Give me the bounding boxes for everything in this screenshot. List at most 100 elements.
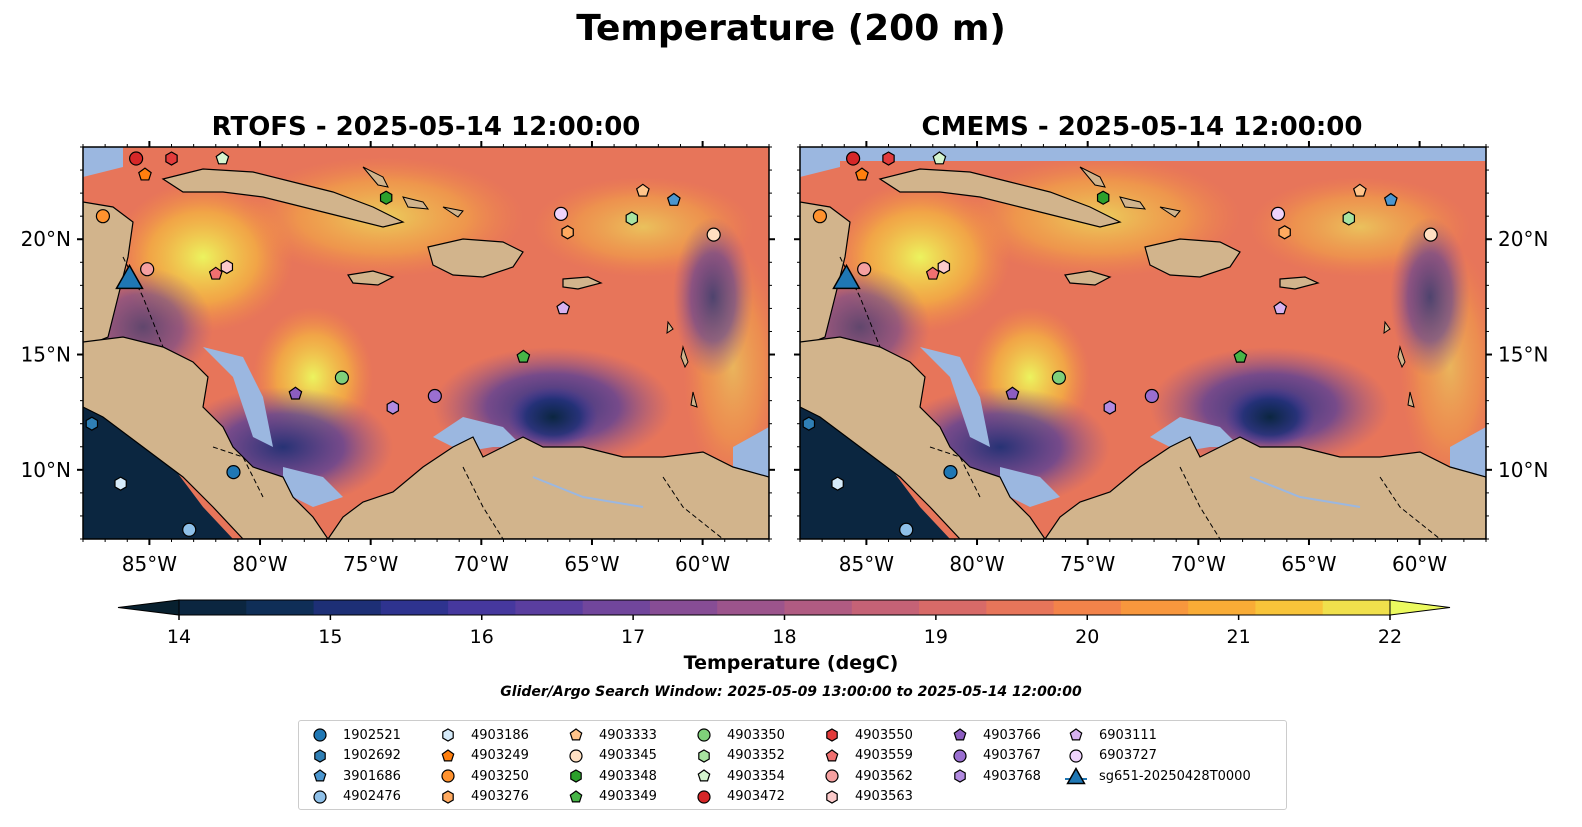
float-marker-4903345 xyxy=(1423,227,1438,242)
hexagon-icon xyxy=(442,728,454,742)
colorbar-extend-low xyxy=(117,599,180,616)
colorbar-segment xyxy=(380,600,449,615)
colorbar-segment xyxy=(448,600,516,615)
glider-marker xyxy=(115,263,144,290)
legend-column: 4903350 4903352 4903354 4903472 xyxy=(693,725,785,807)
colorbar-extend-high xyxy=(1389,599,1451,616)
legend-item: 4903350 xyxy=(693,725,785,746)
legend-marker xyxy=(953,728,967,741)
legend-item: 4903559 xyxy=(821,746,913,767)
float-marker-4903333 xyxy=(1352,183,1367,197)
legend-item: 4903345 xyxy=(565,746,657,767)
legend-label: 4903350 xyxy=(727,727,785,743)
colorbar-label: Temperature (degC) xyxy=(683,652,899,674)
lon-tick-label: 80°W xyxy=(232,552,287,576)
circle-icon xyxy=(697,728,711,742)
float-marker-4903345 xyxy=(706,227,721,242)
legend-column: 4903766 4903767 4903768 xyxy=(949,725,1041,787)
float-marker-4903348 xyxy=(1096,190,1110,205)
float-marker-1902521 xyxy=(226,465,241,480)
legend-marker xyxy=(441,769,455,783)
legend-item: 4903766 xyxy=(949,725,1041,746)
colorbar-segment xyxy=(1255,600,1324,615)
float-marker-6903727 xyxy=(553,206,569,221)
legend-column: 4903550 4903559 4903562 4903563 xyxy=(821,725,913,807)
glider-legend-marker xyxy=(1066,767,1086,785)
legend-label: 4903559 xyxy=(855,748,913,764)
legend-label: 4903250 xyxy=(471,768,529,784)
legend-label: 4903276 xyxy=(471,789,529,805)
rtofs-map-frame xyxy=(82,146,770,540)
legend-marker xyxy=(697,769,711,782)
colorbar-segment xyxy=(1053,600,1122,615)
legend-marker xyxy=(954,769,966,783)
lon-tick-label: 70°W xyxy=(454,552,509,576)
legend-item: 6903111 xyxy=(1065,725,1251,746)
colorbar-tick-label: 14 xyxy=(167,626,191,648)
lon-tick-label: 70°W xyxy=(1171,552,1226,576)
float-marker-4903472 xyxy=(846,151,861,166)
cmems-map[interactable] xyxy=(790,147,1500,539)
pentagon-icon xyxy=(569,728,583,741)
legend-marker xyxy=(697,790,711,804)
legend-item: 4902476 xyxy=(309,787,401,808)
legend-marker xyxy=(569,749,583,763)
legend-item: 4903186 xyxy=(437,725,529,746)
float-marker-4903768 xyxy=(1103,400,1117,415)
legend-marker xyxy=(1069,728,1083,741)
pentagon-icon xyxy=(441,749,455,762)
legend-label: 4903563 xyxy=(855,789,913,805)
legend-marker xyxy=(825,769,839,783)
legend-label: 4903767 xyxy=(983,748,1041,764)
pentagon-icon xyxy=(1069,728,1083,741)
legend-item: 1902521 xyxy=(309,725,401,746)
legend-item: 4903250 xyxy=(437,766,529,787)
legend-item: 4903562 xyxy=(821,766,913,787)
lon-tick-label: 60°W xyxy=(1392,552,1447,576)
glider-marker xyxy=(832,263,861,290)
legend-label: 4903333 xyxy=(599,727,657,743)
colorbar-tick-label: 19 xyxy=(924,626,948,648)
float-marker-4903349 xyxy=(1233,349,1248,363)
lat-tick-label: 15°N xyxy=(21,343,71,367)
colorbar-segment xyxy=(1322,600,1391,615)
colorbar-segment xyxy=(582,600,651,615)
cmems-map-frame xyxy=(799,146,1487,540)
rtofs-axis-ticks: 85°W 80°W 75°W 70°W 65°W 60°W 10°N 15°N 20°N xyxy=(21,141,775,576)
legend-marker xyxy=(569,790,583,803)
legend-marker xyxy=(442,790,454,804)
legend-item: 4903563 xyxy=(821,787,913,808)
colorbar-segment xyxy=(1188,600,1256,615)
colorbar-segment xyxy=(851,600,920,615)
float-marker-4903550 xyxy=(165,151,178,166)
pentagon-icon xyxy=(953,728,967,741)
legend-label: 4903354 xyxy=(727,768,785,784)
circle-icon xyxy=(569,749,583,763)
cmems-markers xyxy=(802,151,1438,537)
legend-column: 4903333 4903345 4903348 4903349 xyxy=(565,725,657,807)
colorbar-tick-label: 18 xyxy=(772,626,796,648)
colorbar-segment xyxy=(179,600,247,615)
rtofs-markers xyxy=(85,151,721,537)
colorbar-segment xyxy=(313,600,382,615)
legend-item: sg651-20250428T0000 xyxy=(1065,766,1251,787)
colorbar-segment xyxy=(986,600,1055,615)
hexagon-icon xyxy=(954,769,966,783)
colorbar-tick-label: 17 xyxy=(621,626,645,648)
lon-tick-label: 65°W xyxy=(564,552,619,576)
cmems-axis-ticks: 85°W 80°W 75°W 70°W 65°W 60°W 10°N 15°N 20°N xyxy=(794,141,1548,576)
rtofs-map[interactable] xyxy=(73,147,783,539)
legend-item: 4903276 xyxy=(437,787,529,808)
float-marker-3901686 xyxy=(666,192,681,206)
colorbar-segment xyxy=(919,600,987,615)
float-marker-4903562 xyxy=(857,262,872,277)
float-marker-1902692 xyxy=(802,416,816,431)
colorbar-tick-label: 21 xyxy=(1227,626,1251,648)
float-marker-4903249 xyxy=(138,167,152,181)
circle-icon xyxy=(697,790,711,804)
colorbar: 14 15 16 17 18 19 20 21 22 xyxy=(117,599,1451,648)
colorbar-tick-label: 15 xyxy=(318,626,342,648)
legend-label: 6903727 xyxy=(1099,748,1157,764)
legend-marker xyxy=(314,749,326,763)
lon-tick-label: 65°W xyxy=(1281,552,1336,576)
